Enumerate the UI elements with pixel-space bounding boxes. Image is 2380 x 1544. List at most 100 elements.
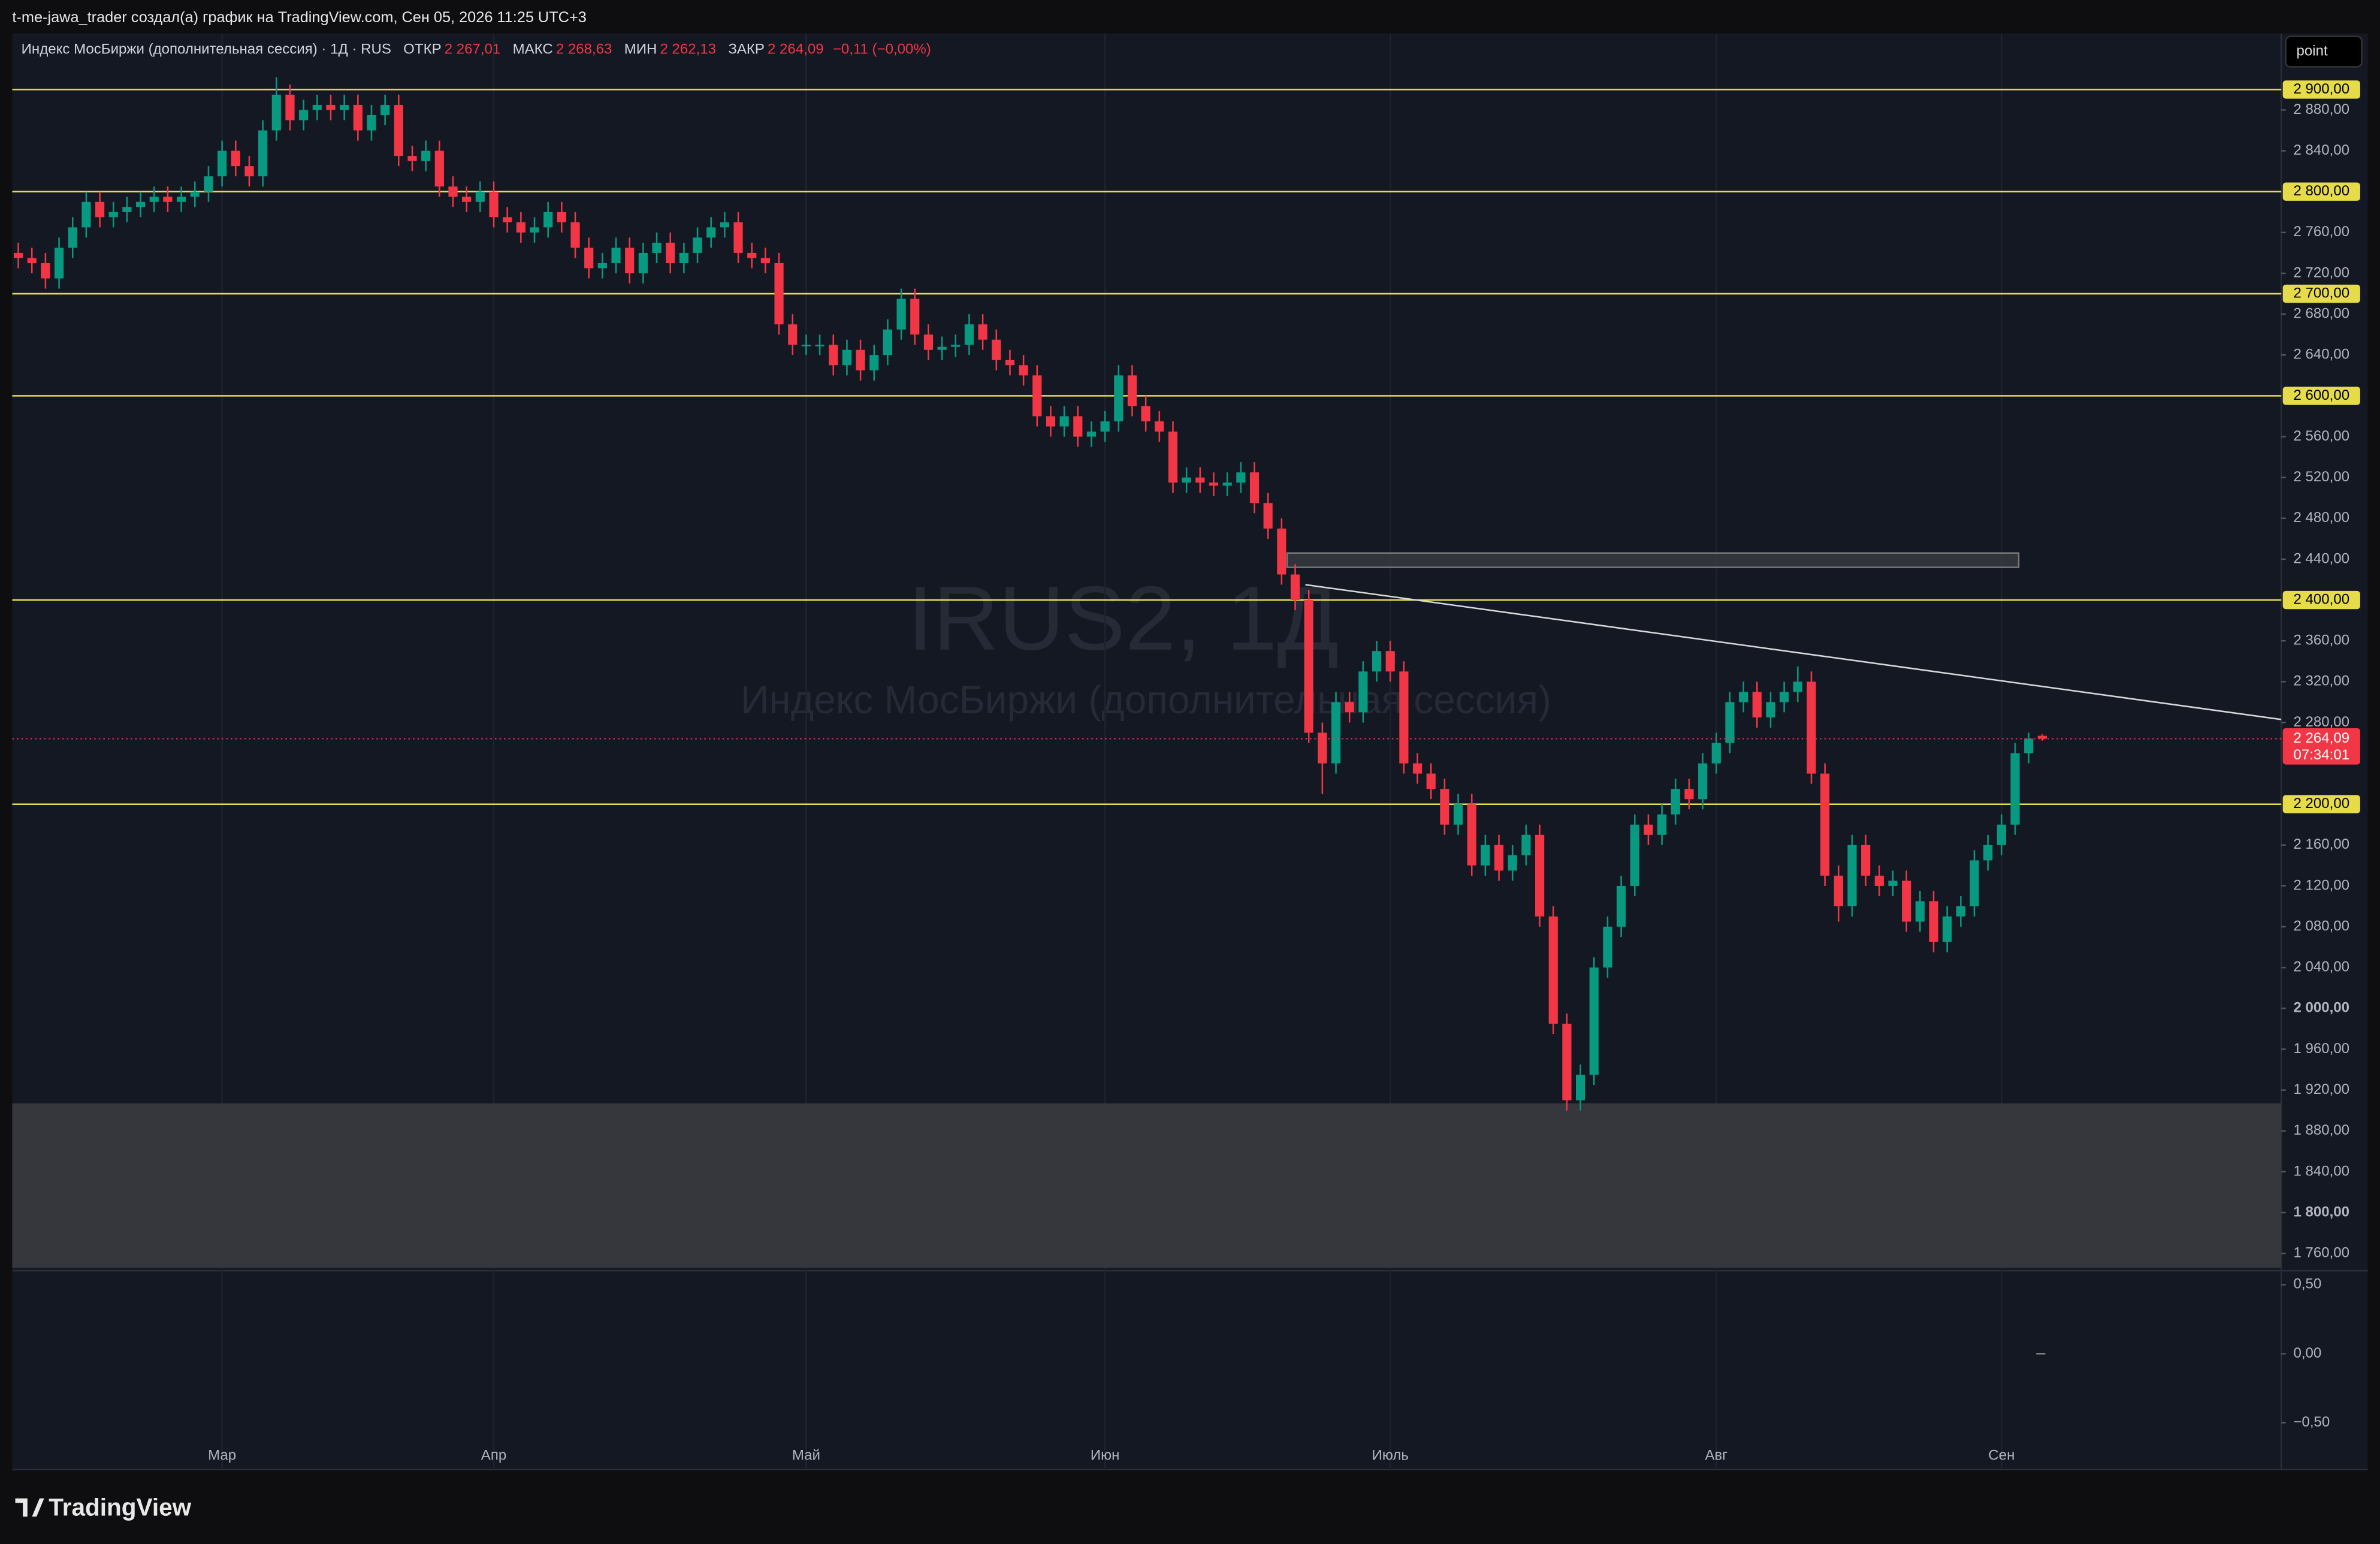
y-tick-label: 2 040,00 (2293, 959, 2349, 975)
candle-body (394, 104, 403, 156)
candle-body (1168, 432, 1178, 483)
candle-body (475, 191, 485, 202)
candle-body (1535, 834, 1545, 917)
candle-body (788, 324, 798, 345)
candle-body (666, 242, 675, 263)
logo-icon (15, 1498, 44, 1517)
y-tick-label: 2 160,00 (2293, 836, 2349, 852)
y-tick-label: 2 840,00 (2293, 142, 2349, 158)
price-countdown: 07:34:01 (2294, 747, 2350, 763)
y-tick-label: 2 680,00 (2293, 305, 2349, 321)
x-tick-label: Май (792, 1447, 820, 1463)
y-tick-label: 1 760,00 (2293, 1245, 2349, 1261)
candle-body (1426, 773, 1436, 789)
level-label-box (2282, 795, 2360, 813)
zone (1286, 552, 2020, 568)
legend-key: ОТКР (403, 41, 441, 58)
candle-body (1494, 845, 1504, 871)
candle-body (747, 252, 757, 258)
level-label: 2 900,00 (2294, 81, 2350, 97)
candle-body (244, 166, 254, 177)
price-label: 2 264,09 (2294, 730, 2350, 746)
candle-body (1032, 375, 1042, 417)
candle-body (231, 150, 240, 167)
candle-body (1874, 875, 1884, 886)
candle-body (1508, 855, 1517, 871)
candle-body (27, 258, 37, 263)
candle-body (285, 94, 295, 120)
zone (12, 1103, 2282, 1268)
candle-body (1331, 702, 1341, 764)
candle-body (815, 345, 824, 346)
candle-body (503, 217, 512, 222)
level-label: 2 200,00 (2294, 795, 2350, 812)
candle-body (1086, 432, 1097, 437)
y-tick-label: 2 720,00 (2293, 264, 2349, 281)
candle-body (95, 201, 105, 218)
candle-body (1997, 824, 2006, 845)
x-tick-label: Июн (1091, 1447, 1120, 1463)
level-label-box (2282, 80, 2360, 99)
candle-body (1834, 875, 1843, 907)
candle-body (720, 222, 729, 228)
candle-body (1127, 375, 1137, 406)
candle-body (597, 263, 607, 269)
candle-body (122, 207, 132, 212)
y-tick-label: 2 880,00 (2293, 101, 2349, 117)
candle-body (679, 252, 688, 263)
candle-body (1630, 824, 1639, 886)
candle-body (41, 263, 50, 279)
candle-body (489, 191, 499, 218)
y-tick-label: 2 440,00 (2293, 550, 2349, 566)
candle-body (774, 263, 784, 325)
candle-body (1780, 692, 1789, 702)
candle-body (1141, 406, 1150, 421)
candle-body (1412, 763, 1422, 774)
candle-body (353, 104, 363, 131)
candle-body (1820, 773, 1830, 876)
candle-body (421, 150, 431, 161)
level-label: 2 600,00 (2294, 387, 2350, 403)
candle-body (1766, 702, 1775, 717)
legend: Индекс МосБиржи (дополнительная сессия) … (22, 41, 931, 58)
candle-body (611, 248, 621, 263)
y-tick-label: 2 120,00 (2293, 877, 2349, 893)
y-tick-label: 2 640,00 (2293, 346, 2349, 363)
candle-body (584, 248, 594, 269)
candle-body (1059, 416, 1069, 427)
y-tick-label: 2 480,00 (2293, 509, 2349, 526)
candle-body (557, 212, 566, 222)
indicator-tick-label: −0,50 (2293, 1414, 2330, 1430)
candle-body (1481, 845, 1490, 866)
candle-body (81, 201, 91, 228)
candle-body (992, 339, 1001, 360)
candle-body (149, 197, 159, 202)
candle-body (2010, 753, 2020, 825)
candle-body (135, 201, 146, 207)
candle-body (1358, 671, 1368, 713)
candle-body (1671, 789, 1680, 815)
point-button-label[interactable]: point (2297, 43, 2328, 59)
candle-body (177, 197, 186, 202)
legend-key: МАКС (513, 41, 553, 58)
level-label: 2 700,00 (2294, 285, 2350, 301)
candle-body (1345, 702, 1354, 713)
y-tick-label: 2 280,00 (2293, 714, 2349, 730)
legend-key: МИН (624, 41, 657, 58)
point-button[interactable] (2285, 35, 2363, 68)
candle-body (923, 334, 934, 350)
candle-body (1453, 804, 1463, 825)
candle-body (937, 346, 947, 350)
candle-body (1562, 1023, 1572, 1100)
candle-body (13, 252, 23, 258)
candle-body (54, 248, 64, 279)
candle-body (1739, 692, 1748, 702)
candle-body (1467, 804, 1476, 866)
candle-body (1019, 365, 1028, 376)
level-label-box (2282, 284, 2360, 303)
candle-body (801, 345, 811, 346)
candle-body (1073, 416, 1083, 437)
candle-body (1943, 916, 1952, 942)
candle-body (1005, 360, 1015, 366)
candle-body (1318, 732, 1327, 764)
